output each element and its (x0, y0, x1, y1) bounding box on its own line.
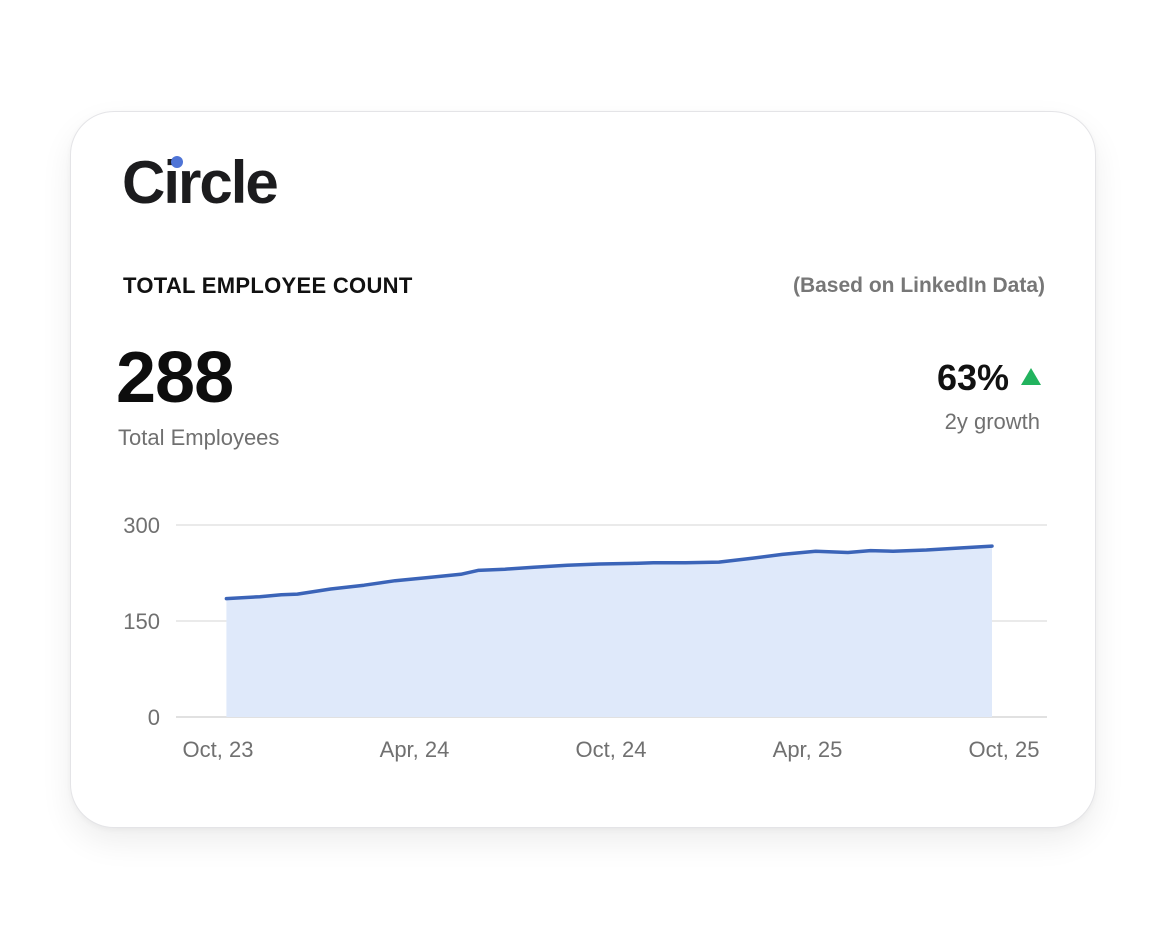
y-tick-label: 150 (123, 609, 160, 634)
x-tick-label: Oct, 23 (183, 737, 254, 762)
x-tick-label: Oct, 24 (576, 737, 647, 762)
series-area-fill (226, 546, 992, 717)
series-line (224, 544, 994, 601)
source-note: (Based on LinkedIn Data) (792, 274, 1045, 297)
growth-caption: 2y growth (944, 409, 1040, 434)
growth-indicator: 63% (937, 356, 1041, 400)
growth-value: 63% (936, 357, 1009, 398)
y-tick-label: 300 (123, 513, 160, 538)
x-tick-label: Apr, 25 (773, 737, 843, 762)
section-label: TOTAL EMPLOYEE COUNT (123, 273, 413, 298)
total-employees-caption: Total Employees (118, 425, 280, 450)
brand-logo: Circle (122, 149, 279, 216)
total-employees-value: 288 (116, 338, 234, 418)
x-tick-label: Apr, 24 (380, 737, 450, 762)
x-tick-label: Oct, 25 (969, 737, 1040, 762)
y-tick-label: 0 (148, 705, 160, 730)
logo-dot-icon (171, 156, 183, 168)
up-triangle-icon (1021, 367, 1041, 385)
